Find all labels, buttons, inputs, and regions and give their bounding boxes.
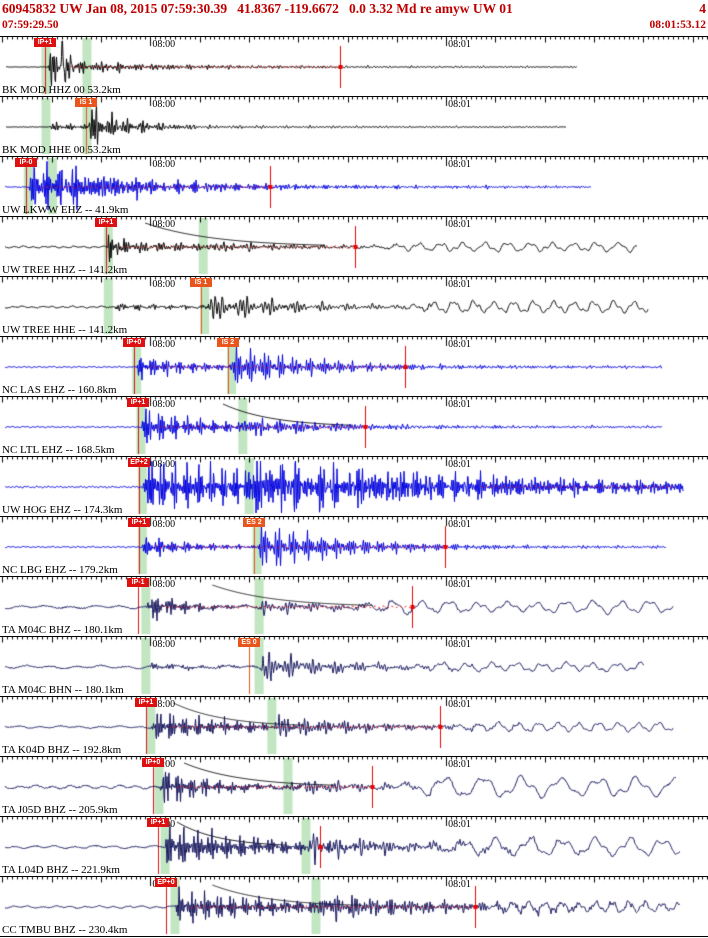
waveform-canvas-ta-m04c-bhz[interactable] (0, 577, 708, 636)
waveform-canvas-nc-las-ehz[interactable] (0, 337, 708, 396)
station-label-cc-tmbu-bhz: CC TMBU BHZ -- 230.4km (2, 924, 128, 936)
station-label-ta-j05d-bhz: TA J05D BHZ -- 205.9km (2, 804, 118, 816)
phase-pick-flag-nc-ltl-ehz[interactable]: IP+1 (127, 398, 150, 407)
phase-pick-flag-uw-tree-hhe[interactable]: IS 1 (190, 278, 212, 287)
station-label-uw-tree-hhz: UW TREE HHZ -- 141.2km (2, 264, 128, 276)
trace-list: 08:0008:01BK MOD HHZ 00 53.2kmIP+108:000… (0, 36, 708, 937)
station-label-uw-tree-hhe: UW TREE HHE -- 141.2km (2, 324, 128, 336)
phase-pick-flag-nc-lbg-ehz[interactable]: IP+1 (127, 518, 150, 527)
waveform-canvas-nc-ltl-ehz[interactable] (0, 397, 708, 456)
waveform-canvas-nc-lbg-ehz[interactable] (0, 517, 708, 576)
station-label-bk-mod-hhe: BK MOD HHE 00 53.2km (2, 144, 121, 156)
waveform-canvas-bk-mod-hhe[interactable] (0, 97, 708, 156)
phase-pick-flag-nc-las-ehz[interactable]: IS 2 (216, 338, 239, 347)
waveform-canvas-ta-k04d-bhz[interactable] (0, 697, 708, 756)
station-label-uw-lkww-ehz: UW LKWW EHZ -- 41.9km (2, 204, 129, 216)
waveform-canvas-bk-mod-hhz[interactable] (0, 37, 708, 96)
phase-pick-flag-nc-lbg-ehz[interactable]: ES 2 (243, 518, 266, 527)
station-label-nc-lbg-ehz: NC LBG EHZ -- 179.2km (2, 564, 118, 576)
waveform-canvas-uw-lkww-ehz[interactable] (0, 157, 708, 216)
phase-pick-flag-ta-k04d-bhz[interactable]: IP+1 (134, 698, 157, 707)
phase-pick-flag-ta-m04c-bhn[interactable]: ES 0 (238, 638, 260, 647)
phase-pick-flag-ta-l04d-bhz[interactable]: IP+1 (147, 818, 170, 827)
waveform-canvas-uw-tree-hhe[interactable] (0, 277, 708, 336)
waveform-canvas-ta-m04c-bhn[interactable] (0, 637, 708, 696)
phase-pick-flag-uw-tree-hhz[interactable]: IP+1 (94, 218, 117, 227)
phase-pick-flag-uw-hog-ehz[interactable]: EP+2 (127, 458, 150, 467)
waveform-canvas-uw-tree-hhz[interactable] (0, 217, 708, 276)
window-end-time: 08:01:53.12 (649, 19, 706, 31)
waveform-canvas-ta-j05d-bhz[interactable] (0, 757, 708, 816)
station-label-nc-ltl-ehz: NC LTL EHZ -- 168.5km (2, 444, 115, 456)
station-label-ta-k04d-bhz: TA K04D BHZ -- 192.8km (2, 744, 122, 756)
station-label-ta-m04c-bhz: TA M04C BHZ -- 180.1km (2, 624, 123, 636)
phase-pick-flag-bk-mod-hhz[interactable]: IP+1 (34, 38, 57, 47)
waveform-canvas-uw-hog-ehz[interactable] (0, 457, 708, 516)
station-label-ta-l04d-bhz: TA L04D BHZ -- 221.9km (2, 864, 120, 876)
phase-pick-flag-bk-mod-hhe[interactable]: IS 1 (75, 98, 98, 107)
event-summary-text: 60945832 UW Jan 08, 2015 07:59:30.39 41.… (2, 1, 513, 16)
event-flag: 4 (699, 1, 706, 16)
phase-pick-flag-ta-m04c-bhz[interactable]: IP-1 (127, 578, 150, 587)
waveform-canvas-cc-tmbu-bhz[interactable] (0, 877, 708, 936)
phase-pick-flag-ta-j05d-bhz[interactable]: IP+0 (141, 758, 164, 767)
phase-pick-flag-cc-tmbu-bhz[interactable]: EP+0 (155, 878, 178, 887)
event-header: 60945832 UW Jan 08, 2015 07:59:30.39 41.… (0, 0, 708, 36)
phase-pick-flag-uw-lkww-ehz[interactable]: IP-0 (14, 158, 37, 167)
waveform-canvas-ta-l04d-bhz[interactable] (0, 817, 708, 876)
window-start-time: 07:59:29.50 (2, 19, 59, 31)
station-label-ta-m04c-bhn: TA M04C BHN -- 180.1km (2, 684, 124, 696)
phase-pick-flag-nc-las-ehz[interactable]: IP+0 (123, 338, 146, 347)
station-label-nc-las-ehz: NC LAS EHZ -- 160.8km (2, 384, 117, 396)
station-label-bk-mod-hhz: BK MOD HHZ 00 53.2km (2, 84, 121, 96)
window-time-line: 07:59:29.50 08:01:53.12 (2, 19, 706, 31)
event-summary-line: 60945832 UW Jan 08, 2015 07:59:30.39 41.… (2, 1, 706, 17)
station-label-uw-hog-ehz: UW HOG EHZ -- 174.3km (2, 504, 123, 516)
